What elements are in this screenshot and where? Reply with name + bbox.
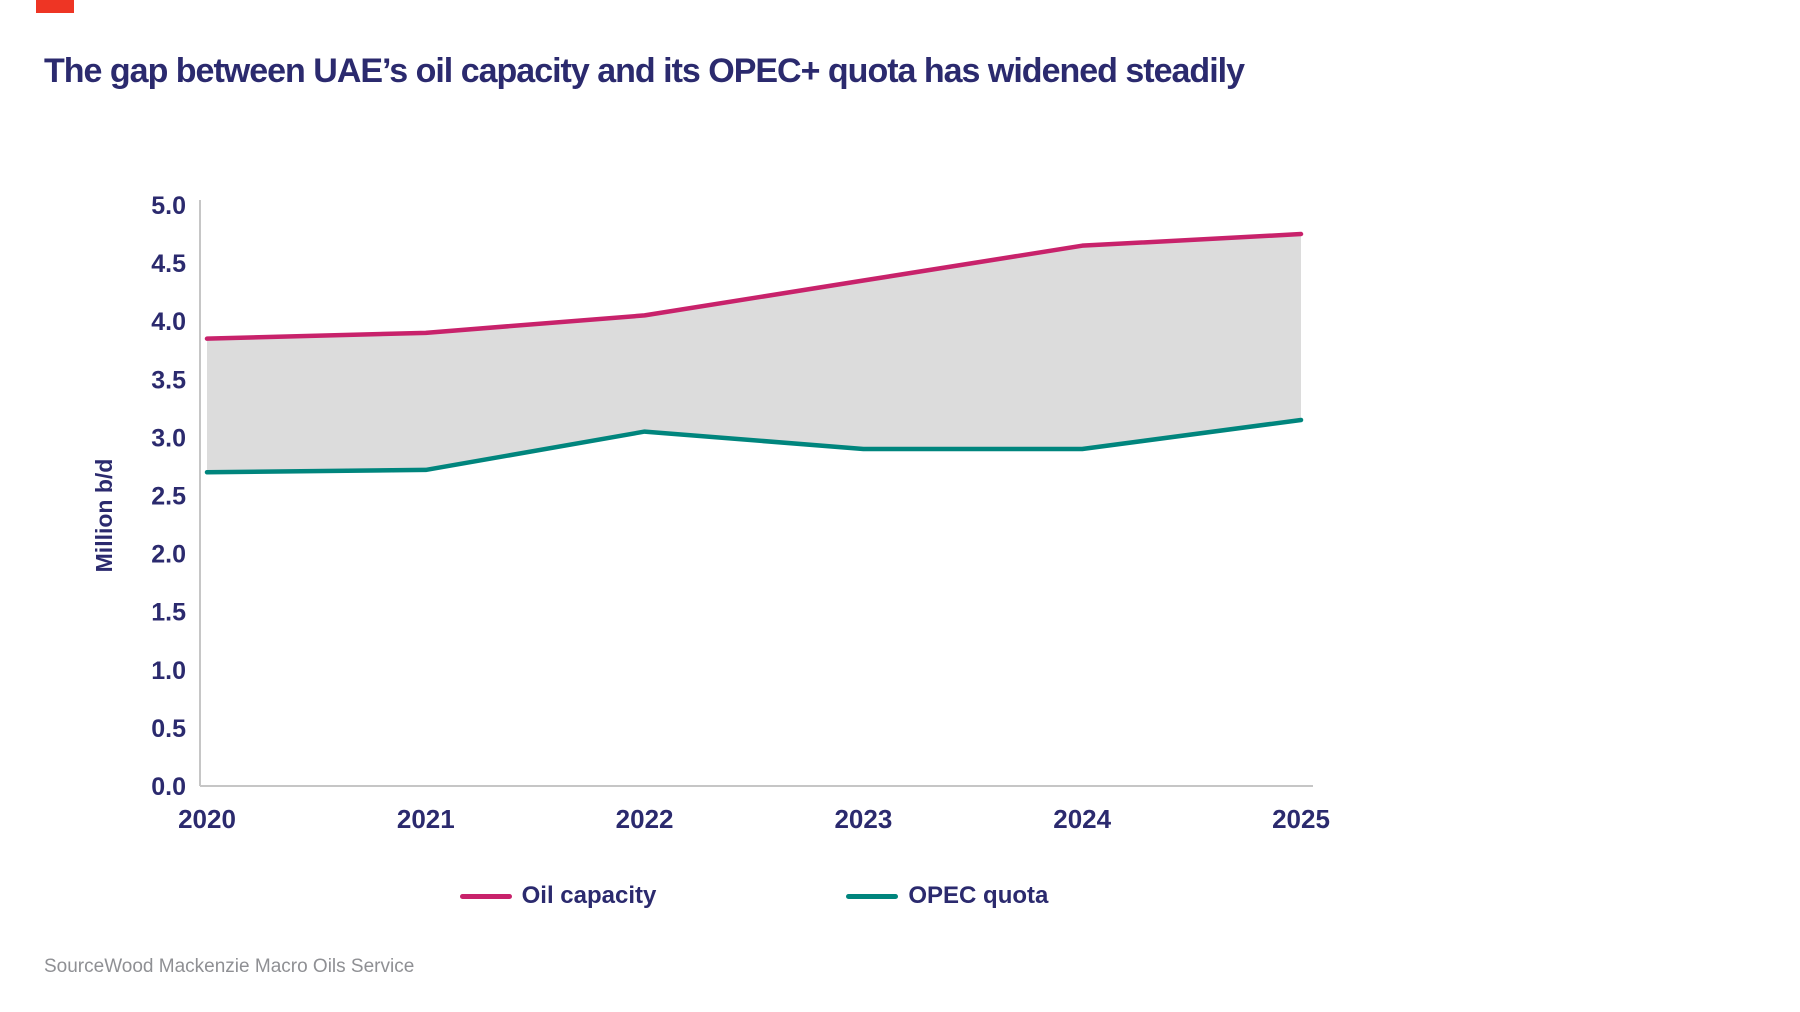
source-note: SourceWood Mackenzie Macro Oils Service [44,956,415,977]
svg-text:2023: 2023 [834,804,892,834]
svg-text:4.5: 4.5 [151,250,186,278]
svg-text:2022: 2022 [616,804,674,834]
svg-text:Million b/d: Million b/d [91,459,117,573]
legend-label-opec-quota: OPEC quota [908,882,1049,909]
oil-capacity-swatch-icon [459,893,512,899]
legend-item-oil-capacity: Oil capacity [459,882,657,910]
svg-text:3.5: 3.5 [151,366,186,394]
svg-text:2024: 2024 [1053,804,1111,834]
svg-text:2.5: 2.5 [151,483,186,511]
svg-text:0.5: 0.5 [151,715,186,743]
svg-text:2020: 2020 [178,804,236,834]
svg-text:1.5: 1.5 [151,599,186,627]
svg-text:4.0: 4.0 [151,308,186,336]
legend: Oil capacity OPEC quota [0,882,1508,910]
legend-item-opec-quota: OPEC quota [846,882,1048,910]
svg-text:0.0: 0.0 [151,773,186,801]
svg-text:5.0: 5.0 [151,192,186,220]
svg-text:1.0: 1.0 [151,657,186,685]
svg-text:2021: 2021 [397,804,455,834]
chart-title: The gap between UAE’s oil capacity and i… [44,52,1245,90]
svg-text:2025: 2025 [1272,804,1330,834]
legend-label-oil-capacity: Oil capacity [521,882,657,909]
brand-mark [36,0,74,13]
svg-text:3.0: 3.0 [151,424,186,452]
opec-quota-swatch-icon [846,893,899,899]
svg-text:2.0: 2.0 [151,541,186,569]
